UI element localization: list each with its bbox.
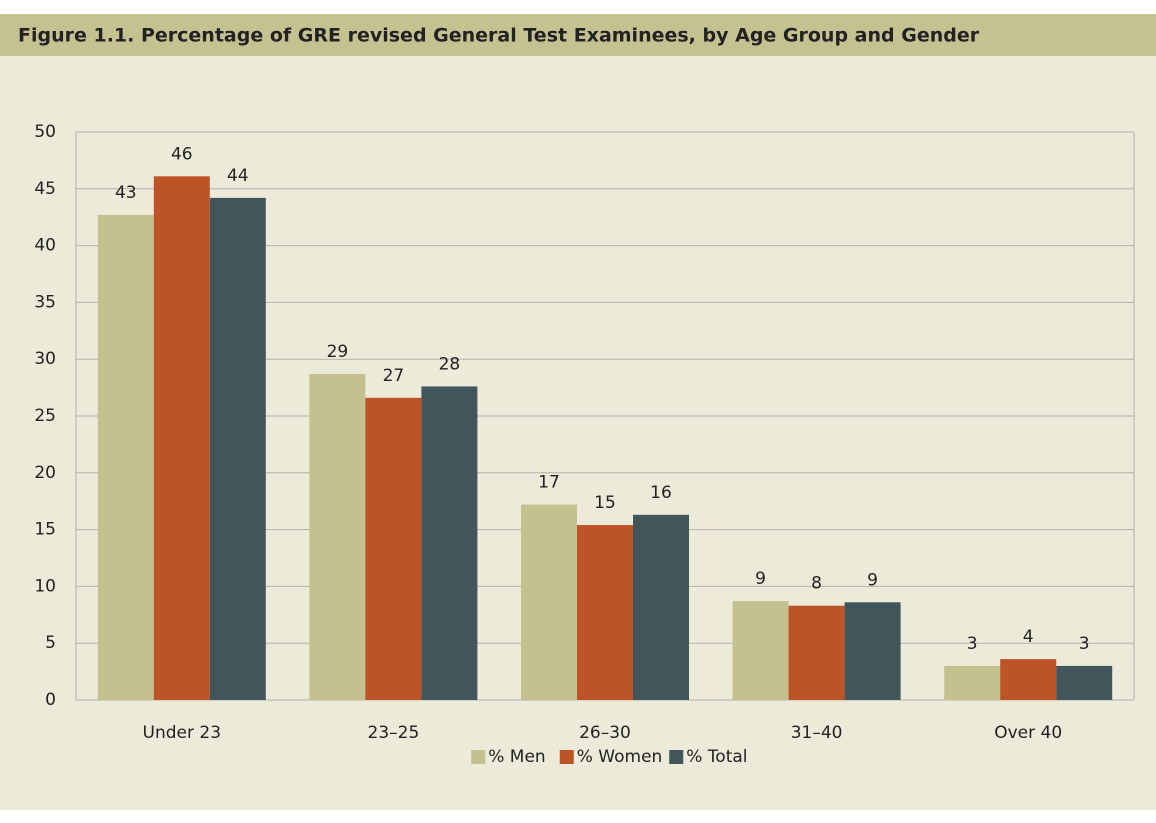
data-label: 15	[594, 493, 616, 513]
y-tick-label: 25	[34, 406, 56, 426]
data-label: 43	[115, 183, 137, 203]
legend-label: % Men	[488, 747, 545, 767]
y-tick-label: 5	[45, 633, 56, 653]
y-tick-label: 35	[34, 292, 56, 312]
bar	[788, 605, 845, 700]
legend-swatch	[669, 750, 684, 764]
legend-swatch	[471, 750, 486, 764]
legend-label: % Women	[577, 747, 663, 767]
y-tick-label: 50	[34, 122, 56, 142]
bar	[209, 197, 266, 700]
x-tick-label: 26–30	[579, 723, 631, 743]
data-label: 27	[383, 366, 405, 386]
data-label: 16	[650, 483, 672, 503]
bar	[633, 514, 689, 700]
data-label: 9	[755, 569, 766, 589]
y-tick-label: 30	[34, 349, 56, 369]
data-label: 3	[1079, 634, 1090, 654]
bar	[153, 176, 210, 700]
chart-title: Figure 1.1. Percentage of GRE revised Ge…	[18, 25, 980, 47]
data-label: 9	[867, 570, 878, 590]
bar	[732, 601, 789, 700]
bar	[944, 665, 1001, 700]
data-label: 8	[811, 574, 822, 594]
bar	[309, 373, 366, 700]
bar	[97, 214, 154, 701]
bar	[521, 504, 577, 700]
y-tick-label: 15	[34, 520, 56, 540]
x-tick-label: Over 40	[994, 723, 1062, 743]
x-tick-label: 23–25	[368, 723, 420, 743]
data-label: 17	[538, 473, 560, 493]
data-label: 4	[1023, 627, 1034, 647]
legend-swatch	[559, 750, 574, 764]
bar	[421, 386, 478, 700]
legend-label: % Total	[686, 747, 747, 767]
y-tick-label: 45	[34, 179, 56, 199]
bar	[1056, 665, 1113, 700]
data-label: 44	[227, 166, 249, 186]
title-band	[0, 14, 1156, 56]
y-tick-label: 10	[34, 576, 56, 596]
x-tick-label: 31–40	[791, 723, 843, 743]
bar	[577, 525, 633, 700]
x-tick-label: Under 23	[143, 723, 222, 743]
data-label: 29	[327, 342, 349, 362]
data-label: 46	[171, 144, 193, 164]
y-tick-label: 0	[45, 690, 56, 710]
y-tick-label: 20	[34, 463, 56, 483]
data-label: 3	[967, 634, 978, 654]
y-tick-label: 40	[34, 236, 56, 256]
bar	[1000, 659, 1057, 700]
bar	[365, 397, 422, 700]
bar	[844, 602, 901, 700]
data-label: 28	[439, 354, 461, 374]
